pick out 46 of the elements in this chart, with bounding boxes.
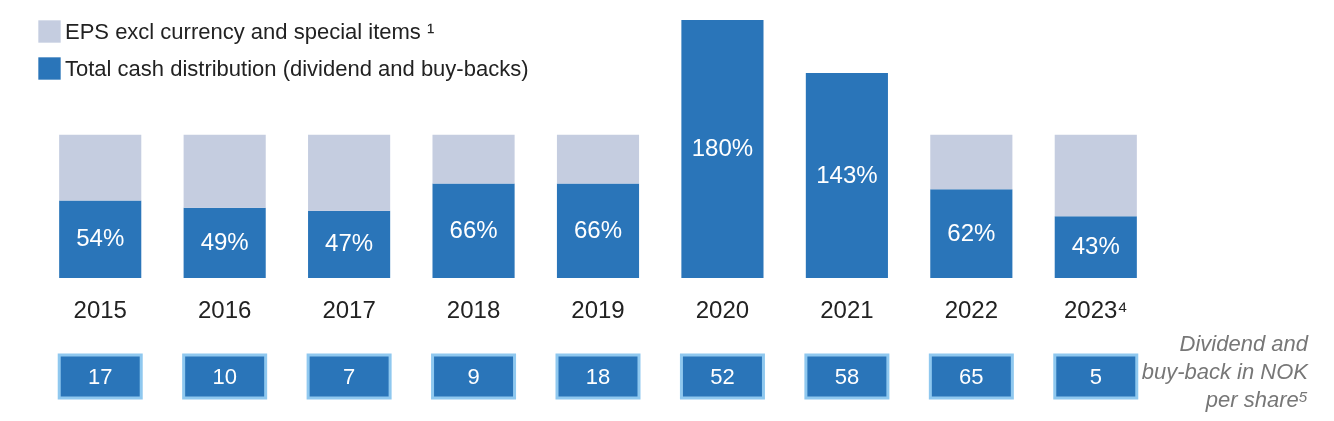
x-tick-label: 2022 xyxy=(944,295,999,323)
bar xyxy=(432,134,515,184)
x-tick-label: 2023⁴ xyxy=(1063,295,1128,323)
legend-label: Total cash distribution (dividend and buy-backs) xyxy=(65,55,529,81)
bar xyxy=(183,134,266,208)
text: 65 xyxy=(959,364,984,389)
data-label: 54% xyxy=(76,224,125,252)
x-tick-label: 2017 xyxy=(322,295,376,323)
data-label: 43% xyxy=(1071,232,1120,260)
x-tick-label: 2020 xyxy=(695,295,750,323)
bar xyxy=(183,207,266,278)
bar xyxy=(805,73,888,278)
text: Dividend and buy-back in NOK per share⁵ xyxy=(1141,331,1310,412)
bar xyxy=(59,134,142,201)
text: 7 xyxy=(342,364,356,389)
data-label: 49% xyxy=(200,227,249,255)
bar xyxy=(432,183,515,278)
bar xyxy=(681,20,764,278)
bar xyxy=(1054,216,1137,278)
x-tick-label: 2015 xyxy=(73,295,127,323)
text: 58 xyxy=(834,364,860,389)
text: 52 xyxy=(710,364,735,389)
bar xyxy=(556,183,640,278)
bar xyxy=(556,134,640,184)
data-label: 143% xyxy=(816,160,878,188)
bar xyxy=(1054,134,1137,217)
text: 18 xyxy=(585,364,611,389)
text: 10 xyxy=(212,364,237,389)
text: 9 xyxy=(467,364,480,389)
legend-label: EPS excl currency and special items ¹ xyxy=(65,18,435,44)
x-tick-label: 2021 xyxy=(820,295,874,323)
bar xyxy=(308,210,391,278)
bar xyxy=(930,189,1013,278)
bar xyxy=(930,134,1013,190)
data-label: 47% xyxy=(325,229,374,257)
bar xyxy=(59,200,142,278)
data-label: 180% xyxy=(691,134,754,161)
text: 17 xyxy=(87,364,113,389)
data-label: 66% xyxy=(449,215,498,243)
bar xyxy=(308,134,391,211)
x-tick-label: 2019 xyxy=(571,295,625,323)
data-label: 62% xyxy=(947,218,996,246)
text: 5 xyxy=(1089,364,1102,389)
x-tick-label: 2018 xyxy=(446,295,501,323)
x-tick-label: 2016 xyxy=(197,295,252,323)
data-label: 66% xyxy=(573,215,623,243)
